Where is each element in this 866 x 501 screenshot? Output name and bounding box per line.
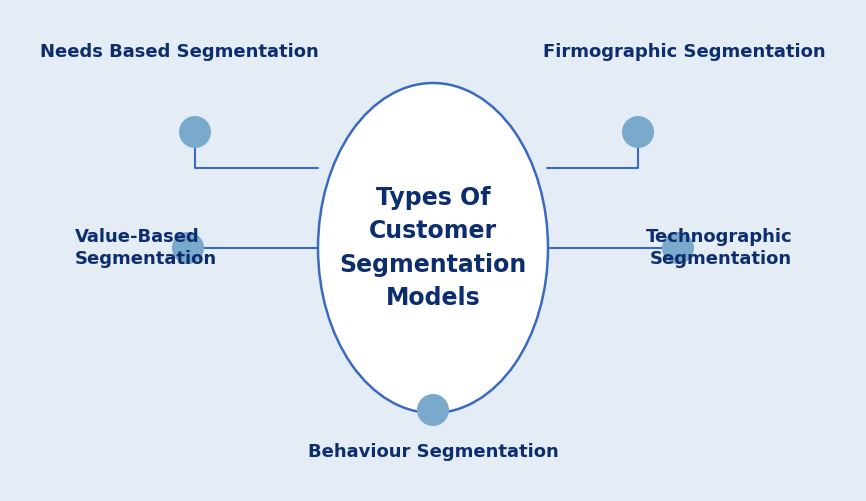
Text: Types Of
Customer
Segmentation
Models: Types Of Customer Segmentation Models <box>339 186 527 310</box>
Ellipse shape <box>179 116 211 148</box>
Text: Technographic
Segmentation: Technographic Segmentation <box>645 228 792 268</box>
Ellipse shape <box>417 394 449 426</box>
Ellipse shape <box>662 232 694 264</box>
Text: Value-Based
Segmentation: Value-Based Segmentation <box>75 228 217 268</box>
Text: Needs Based Segmentation: Needs Based Segmentation <box>40 43 319 61</box>
Ellipse shape <box>172 232 204 264</box>
Ellipse shape <box>622 116 654 148</box>
Text: Firmographic Segmentation: Firmographic Segmentation <box>543 43 826 61</box>
Text: Behaviour Segmentation: Behaviour Segmentation <box>307 443 559 461</box>
Ellipse shape <box>318 83 548 413</box>
